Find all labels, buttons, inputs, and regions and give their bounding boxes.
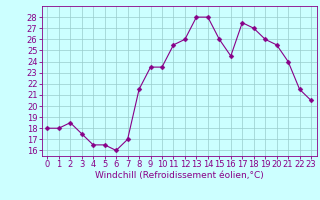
X-axis label: Windchill (Refroidissement éolien,°C): Windchill (Refroidissement éolien,°C) [95, 171, 264, 180]
